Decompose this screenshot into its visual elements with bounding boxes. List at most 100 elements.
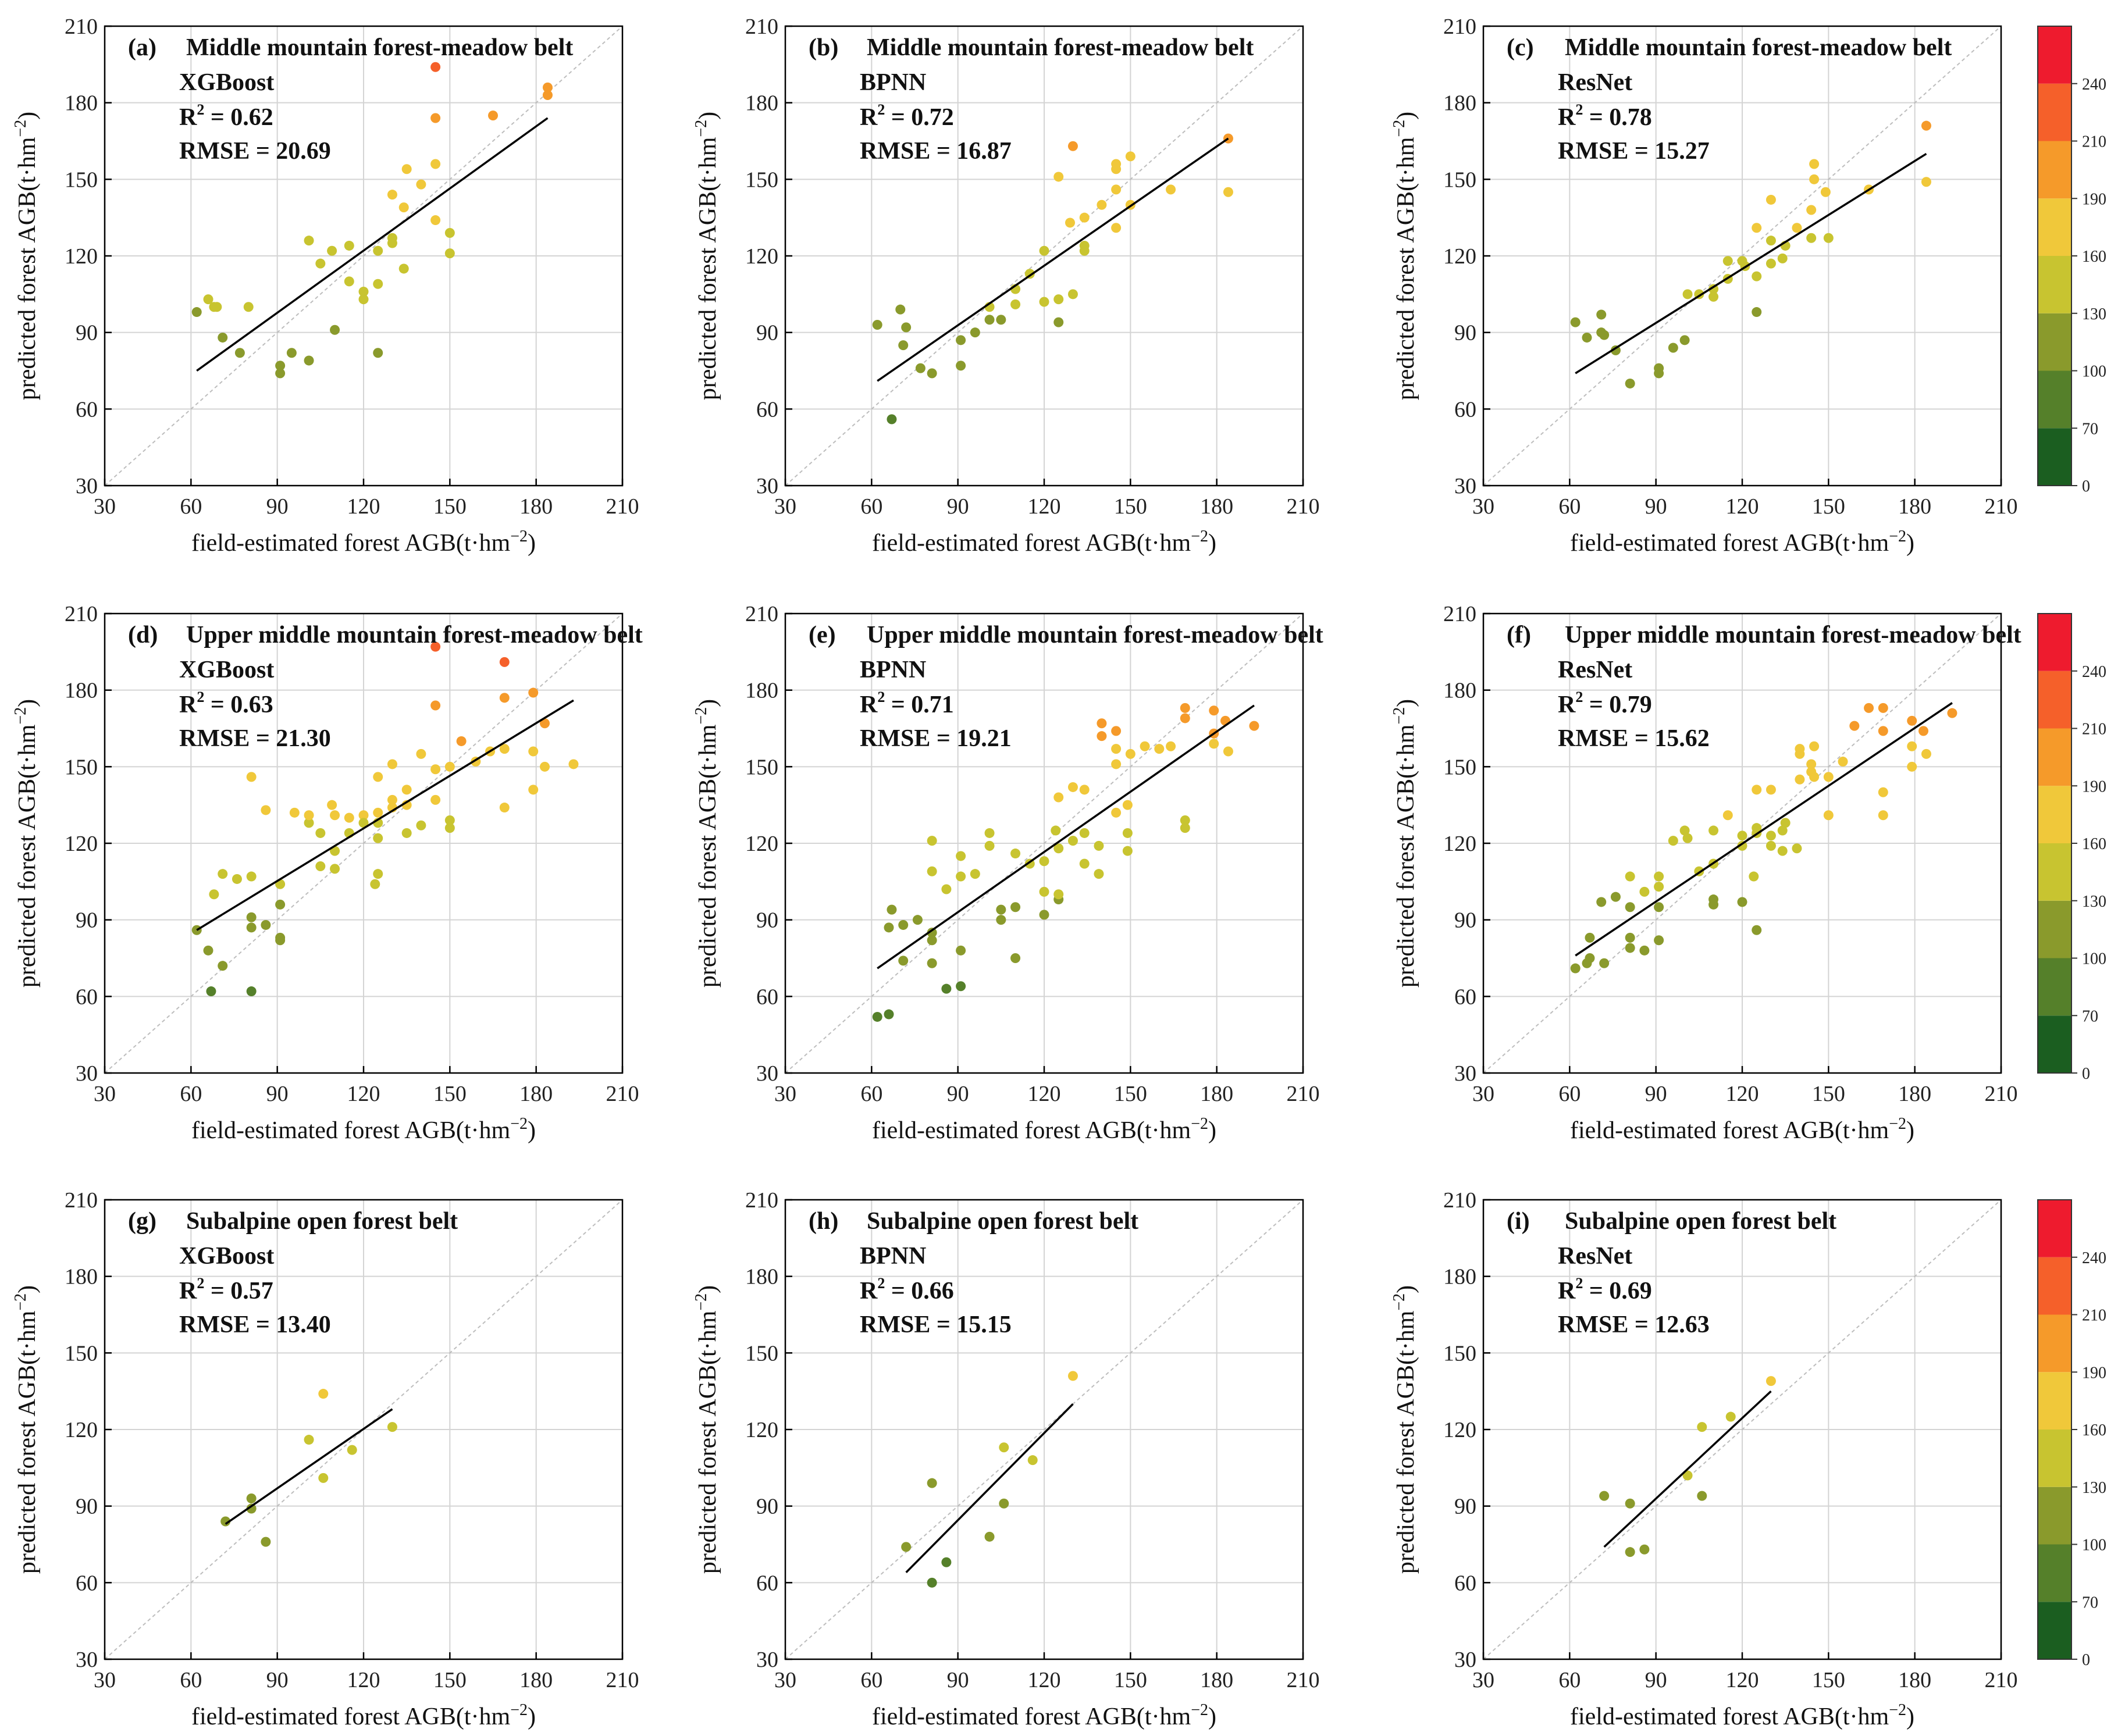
model-name: XGBoost	[179, 657, 274, 683]
data-point	[1752, 271, 1762, 281]
data-point	[387, 794, 397, 805]
r-squared-label: R	[1558, 691, 1576, 718]
r-squared-value: = 0.69	[1583, 1278, 1651, 1304]
data-point	[1838, 757, 1848, 767]
data-point	[499, 693, 510, 703]
data-point	[430, 764, 441, 775]
data-point	[1654, 882, 1664, 892]
r-squared-exp: 2	[197, 689, 204, 705]
data-point	[1599, 1491, 1610, 1501]
y-tick-label: 60	[1454, 985, 1476, 1009]
data-point	[1625, 902, 1635, 912]
data-point	[1166, 184, 1176, 195]
data-point	[275, 935, 286, 946]
data-point	[1777, 846, 1788, 856]
data-point	[275, 368, 286, 379]
data-point	[416, 820, 426, 830]
y-axis-label: predicted forest AGB(t·hm−2)	[692, 1285, 721, 1574]
data-point	[1809, 174, 1820, 184]
data-point	[246, 922, 257, 933]
colorbar-tick-label: 210	[2082, 1307, 2106, 1325]
colorbar-tick-label: 240	[2082, 663, 2106, 681]
panel-letter: (b)	[809, 34, 838, 61]
colorbar-segment	[2038, 1372, 2071, 1430]
rmse-value: RMSE = 16.87	[860, 138, 1012, 165]
data-point	[358, 294, 369, 305]
x-axis-label: field-estimated forest AGB(t·hm−2)	[872, 527, 1216, 557]
x-tick-label: 60	[1558, 1668, 1581, 1692]
colorbar-segment	[2038, 141, 2071, 199]
data-point	[387, 759, 397, 769]
x-tick-label: 210	[606, 1082, 639, 1106]
x-tick-label: 120	[347, 494, 380, 519]
data-point	[1079, 828, 1090, 838]
data-point	[444, 761, 455, 772]
colorbar-tick-label: 70	[2082, 1594, 2098, 1612]
data-point	[996, 315, 1006, 325]
y-tick-label: 180	[745, 91, 778, 116]
r-squared-label: R	[1558, 104, 1576, 131]
data-point	[1668, 343, 1678, 353]
data-point	[1067, 289, 1078, 300]
x-axis-label: field-estimated forest AGB(t·hm−2)	[1570, 1115, 1914, 1144]
data-point	[956, 335, 966, 345]
panel-title: (e) Upper middle mountain forest-meadow b…	[809, 622, 1323, 648]
colorbar-segment	[2038, 728, 2071, 786]
data-point	[999, 1442, 1009, 1453]
data-point	[528, 687, 539, 698]
data-point	[1067, 1371, 1078, 1381]
r-squared: R2 = 0.63	[179, 689, 273, 718]
x-tick-label: 30	[774, 494, 796, 519]
x-tick-label: 30	[774, 1668, 796, 1692]
data-point	[1780, 818, 1791, 828]
data-point	[243, 302, 254, 312]
y-tick-label: 150	[745, 1341, 778, 1366]
data-point	[1570, 963, 1581, 974]
data-point	[203, 294, 213, 305]
data-point	[1947, 708, 1957, 718]
y-tick-label: 210	[745, 15, 778, 39]
model-name: XGBoost	[179, 69, 274, 96]
data-point	[1722, 810, 1733, 821]
data-point	[347, 1445, 357, 1455]
colorbar-segment	[2038, 843, 2071, 901]
x-tick-label: 90	[266, 494, 289, 519]
data-point	[212, 302, 222, 312]
data-point	[1864, 703, 1874, 713]
model-name: ResNet	[1558, 1243, 1632, 1270]
x-tick-label: 180	[519, 494, 553, 519]
rmse-value: RMSE = 12.63	[1558, 1311, 1710, 1338]
data-point	[1795, 744, 1805, 754]
data-point	[1679, 825, 1690, 836]
data-point	[1907, 741, 1917, 751]
x-tick-label: 30	[1472, 494, 1494, 519]
chart-panel-g: 30 60 90 120 150 180 210 30 60 90 120 150 180 210 (g) S…	[12, 1188, 639, 1730]
data-point	[1625, 932, 1635, 943]
x-axis-label: field-estimated forest AGB(t·hm−2)	[872, 1701, 1216, 1730]
colorbar-tick-label: 240	[2082, 1249, 2106, 1267]
colorbar-segment	[2038, 26, 2071, 84]
data-point	[1849, 721, 1860, 731]
data-point	[1749, 871, 1759, 882]
data-point	[1065, 218, 1075, 228]
data-point	[1766, 785, 1776, 795]
colorbar-segment	[2038, 256, 2071, 313]
chart-panel-f: 30 60 90 120 150 180 210 30 60 90 120 150 180 210 (f) U…	[1390, 602, 2021, 1144]
data-point	[1752, 925, 1762, 935]
data-point	[941, 884, 952, 894]
data-point	[970, 869, 980, 879]
data-point	[1053, 172, 1064, 182]
x-tick-label: 210	[1985, 1082, 2018, 1106]
data-point	[872, 320, 882, 330]
data-point	[318, 1473, 329, 1483]
data-point	[444, 823, 455, 833]
data-point	[246, 1493, 257, 1503]
data-point	[1625, 943, 1635, 953]
data-point	[499, 657, 510, 667]
data-point	[234, 348, 245, 358]
data-point	[956, 981, 966, 992]
x-tick-label: 150	[1812, 1082, 1845, 1106]
chart-panel-h: 30 60 90 120 150 180 210 30 60 90 120 150 180 210 (h) S…	[692, 1188, 1320, 1730]
data-point	[1777, 825, 1788, 836]
data-point	[1679, 335, 1690, 345]
